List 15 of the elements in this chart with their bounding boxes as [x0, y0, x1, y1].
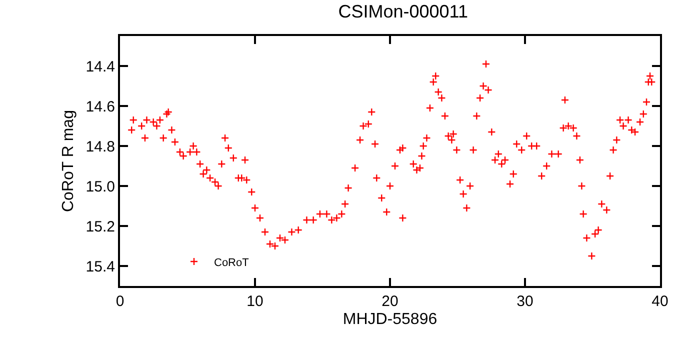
x-tick-label: 20: [382, 293, 398, 310]
x-tick-label: 0: [116, 293, 124, 310]
x-tick-label: 30: [516, 293, 534, 310]
x-tick-label: 40: [652, 293, 668, 310]
legend-label: CoRoT: [214, 256, 250, 269]
y-axis-title: CoRoT R mag: [60, 110, 78, 212]
x-tick-label: 10: [246, 293, 264, 310]
y-tick-label: 15.4: [86, 258, 115, 276]
y-tick-label: 15.0: [86, 178, 115, 196]
x-axis-title: MHJD-55896: [342, 311, 438, 328]
y-tick-label: 14.4: [86, 58, 115, 76]
chart-title: CSIMon-000011: [338, 2, 468, 22]
y-tick-label: 15.2: [86, 218, 115, 236]
y-tick-label: 14.8: [86, 138, 115, 156]
y-tick-label: 14.6: [86, 98, 115, 116]
